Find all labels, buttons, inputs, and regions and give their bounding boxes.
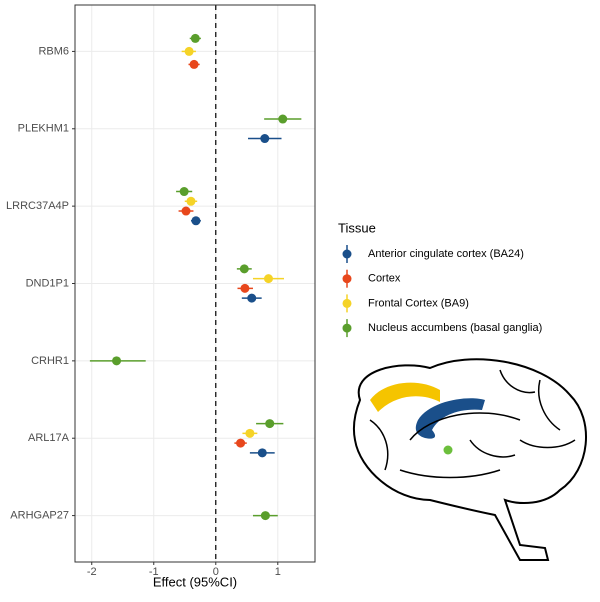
point bbox=[260, 511, 270, 521]
y-tick-label: LRRC37A4P bbox=[6, 200, 69, 212]
point bbox=[186, 196, 196, 206]
y-tick-label: ARHGAP27 bbox=[10, 509, 69, 521]
point bbox=[190, 33, 200, 43]
legend-label: Frontal Cortex (BA9) bbox=[368, 297, 469, 309]
y-tick-label: PLEKHM1 bbox=[18, 123, 69, 135]
point bbox=[247, 293, 257, 303]
point bbox=[189, 59, 199, 69]
point bbox=[239, 264, 249, 274]
y-tick-label: CRHR1 bbox=[31, 355, 69, 367]
brain-illustration bbox=[352, 358, 587, 561]
panel-border bbox=[74, 4, 316, 563]
point bbox=[184, 46, 194, 56]
legend-key bbox=[342, 323, 352, 333]
point bbox=[263, 274, 273, 284]
point bbox=[191, 216, 201, 226]
x-tick-label: 1 bbox=[275, 566, 281, 578]
legend-key bbox=[342, 298, 352, 308]
point bbox=[265, 419, 275, 429]
point bbox=[257, 448, 267, 458]
point bbox=[236, 438, 246, 448]
x-tick-label: 0 bbox=[213, 566, 219, 578]
legend-key bbox=[342, 249, 352, 259]
legend-label: Anterior cingulate cortex (BA24) bbox=[368, 248, 524, 260]
point bbox=[112, 356, 122, 366]
point bbox=[278, 114, 288, 124]
y-tick-label: ARL17A bbox=[28, 432, 70, 444]
legend-key bbox=[342, 274, 352, 284]
x-axis-label: Effect (95%CI) bbox=[153, 574, 237, 589]
point bbox=[179, 187, 189, 197]
point bbox=[260, 134, 270, 144]
point bbox=[240, 283, 250, 293]
x-tick-label: -2 bbox=[87, 566, 97, 578]
y-tick-label: DND1P1 bbox=[26, 277, 69, 289]
point bbox=[245, 428, 255, 438]
y-tick-label: RBM6 bbox=[38, 45, 69, 57]
point bbox=[181, 206, 191, 216]
legend-label: Nucleus accumbens (basal ganglia) bbox=[368, 322, 542, 334]
legend-label: Cortex bbox=[368, 273, 401, 285]
legend-title: Tissue bbox=[338, 220, 376, 235]
x-tick-label: -1 bbox=[149, 566, 159, 578]
